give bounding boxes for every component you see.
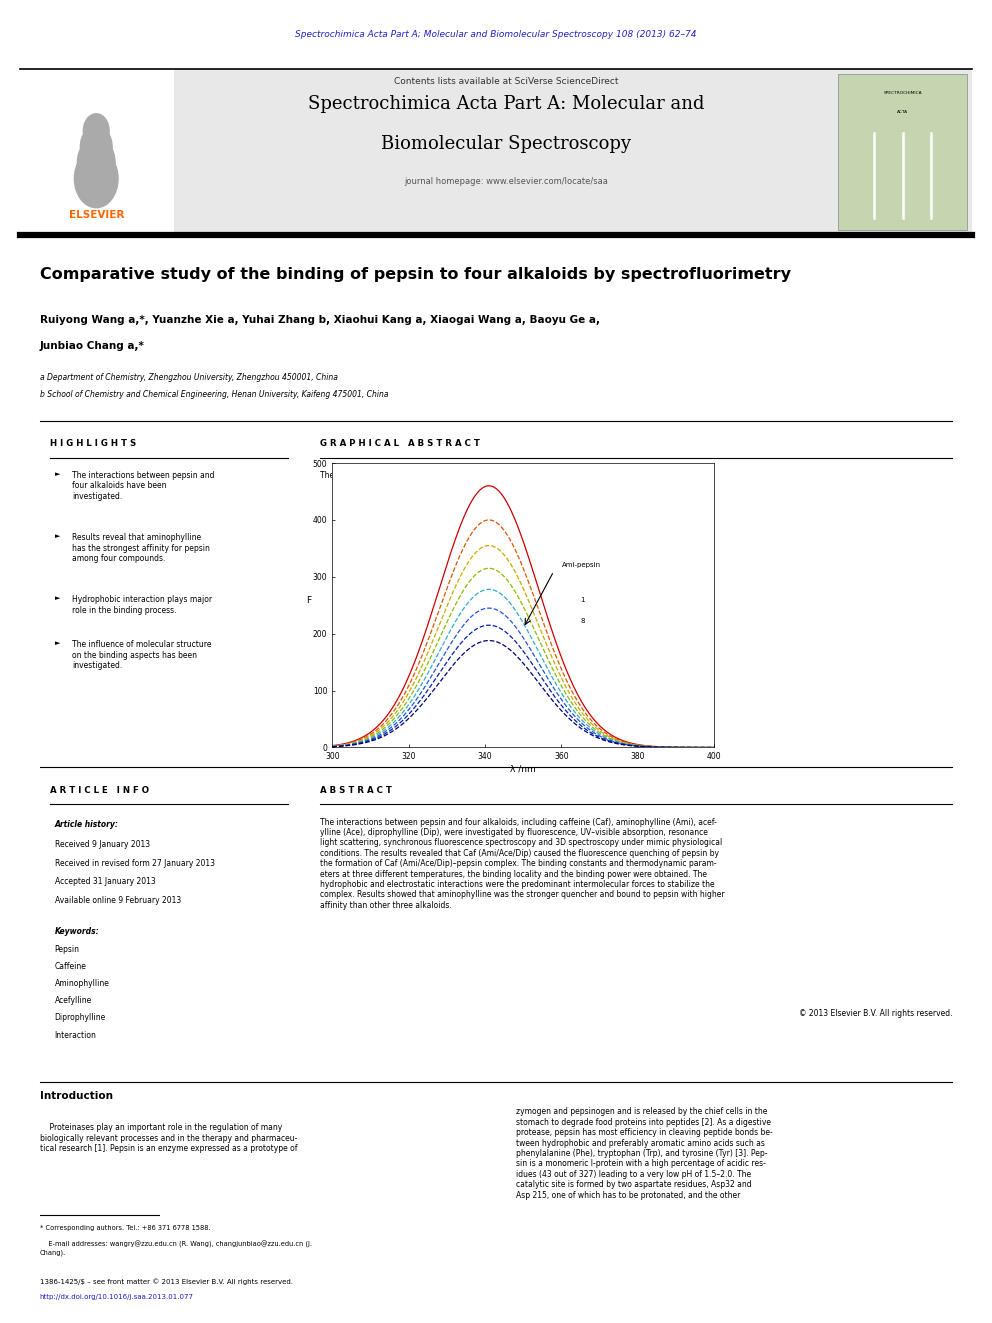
- Circle shape: [80, 126, 112, 168]
- Text: The synchronous fluorescence spectra of pepsin in the absence and presence of am: The synchronous fluorescence spectra of …: [320, 471, 710, 480]
- Text: Junbiao Chang a,*: Junbiao Chang a,*: [40, 341, 145, 352]
- Text: Interaction: Interaction: [55, 1031, 96, 1040]
- Text: ►: ►: [55, 640, 60, 647]
- Text: Article history:: Article history:: [55, 820, 118, 830]
- Text: Accepted 31 January 2013: Accepted 31 January 2013: [55, 877, 156, 886]
- Text: SPECTROCHIMICA: SPECTROCHIMICA: [884, 91, 922, 95]
- Text: The interactions between pepsin and four alkaloids, including caffeine (Caf), am: The interactions between pepsin and four…: [320, 818, 725, 910]
- Text: Results reveal that aminophylline
has the strongest affinity for pepsin
among fo: Results reveal that aminophylline has th…: [72, 533, 210, 564]
- Text: http://dx.doi.org/10.1016/j.saa.2013.01.077: http://dx.doi.org/10.1016/j.saa.2013.01.…: [40, 1294, 193, 1301]
- Text: Hydrophobic interaction plays major
role in the binding process.: Hydrophobic interaction plays major role…: [72, 595, 212, 615]
- Text: Acefylline: Acefylline: [55, 996, 92, 1005]
- Text: Pepsin: Pepsin: [55, 945, 79, 954]
- Text: A B S T R A C T: A B S T R A C T: [320, 786, 392, 795]
- Text: a Department of Chemistry, Zhengzhou University, Zhengzhou 450001, China: a Department of Chemistry, Zhengzhou Uni…: [40, 373, 337, 382]
- Text: journal homepage: www.elsevier.com/locate/saa: journal homepage: www.elsevier.com/locat…: [404, 177, 608, 187]
- Text: ►: ►: [55, 533, 60, 540]
- Text: ►: ►: [55, 595, 60, 602]
- X-axis label: λ /nm: λ /nm: [511, 765, 536, 773]
- Circle shape: [77, 138, 115, 188]
- Text: b School of Chemistry and Chemical Engineering, Henan University, Kaifeng 475001: b School of Chemistry and Chemical Engin…: [40, 390, 388, 400]
- Text: The interactions between pepsin and
four alkaloids have been
investigated.: The interactions between pepsin and four…: [72, 471, 215, 501]
- Text: Aminophylline: Aminophylline: [55, 979, 109, 988]
- Text: The influence of molecular structure
on the binding aspects has been
investigate: The influence of molecular structure on …: [72, 640, 212, 671]
- Text: Comparative study of the binding of pepsin to four alkaloids by spectrofluorimet: Comparative study of the binding of peps…: [40, 267, 791, 282]
- Text: E-mail addresses: wangry@zzu.edu.cn (R. Wang), changjunbiao@zzu.edu.cn (J.
Chang: E-mail addresses: wangry@zzu.edu.cn (R. …: [40, 1241, 311, 1256]
- Text: Proteinases play an important role in the regulation of many
biologically releva: Proteinases play an important role in th…: [40, 1123, 298, 1154]
- Text: * Corresponding authors. Tel.: +86 371 6778 1588.: * Corresponding authors. Tel.: +86 371 6…: [40, 1225, 210, 1232]
- Text: Keywords:: Keywords:: [55, 927, 99, 937]
- Bar: [20, 69, 972, 235]
- Text: Introduction: Introduction: [40, 1091, 113, 1102]
- Text: Spectrochimica Acta Part A; Molecular and Biomolecular Spectroscopy 108 (2013) 6: Spectrochimica Acta Part A; Molecular an…: [296, 30, 696, 40]
- Text: Ruiyong Wang a,*, Yuanzhe Xie a, Yuhai Zhang b, Xiaohui Kang a, Xiaogai Wang a, : Ruiyong Wang a,*, Yuanzhe Xie a, Yuhai Z…: [40, 315, 600, 325]
- Text: Received 9 January 2013: Received 9 January 2013: [55, 840, 150, 849]
- Text: Contents lists available at SciVerse ScienceDirect: Contents lists available at SciVerse Sci…: [394, 77, 618, 86]
- Text: Diprophylline: Diprophylline: [55, 1013, 106, 1023]
- Y-axis label: F: F: [307, 597, 311, 606]
- Text: Caffeine: Caffeine: [55, 962, 86, 971]
- Text: © 2013 Elsevier B.V. All rights reserved.: © 2013 Elsevier B.V. All rights reserved…: [799, 1009, 952, 1019]
- Text: zymogen and pepsinogen and is released by the chief cells in the
stomach to degr: zymogen and pepsinogen and is released b…: [516, 1107, 773, 1200]
- Text: 1: 1: [580, 598, 585, 603]
- Text: Biomolecular Spectroscopy: Biomolecular Spectroscopy: [381, 135, 631, 153]
- Text: Received in revised form 27 January 2013: Received in revised form 27 January 2013: [55, 859, 214, 868]
- Text: H I G H L I G H T S: H I G H L I G H T S: [50, 439, 136, 448]
- Text: 1386-1425/$ – see front matter © 2013 Elsevier B.V. All rights reserved.: 1386-1425/$ – see front matter © 2013 El…: [40, 1278, 293, 1285]
- Text: Ami-pepsin: Ami-pepsin: [561, 561, 600, 568]
- Text: ACTA: ACTA: [897, 110, 909, 114]
- Text: 8: 8: [580, 618, 585, 624]
- Circle shape: [74, 149, 118, 208]
- Bar: [20, 69, 174, 235]
- Text: G R A P H I C A L   A B S T R A C T: G R A P H I C A L A B S T R A C T: [320, 439, 480, 448]
- Text: ►: ►: [55, 471, 60, 478]
- Text: A R T I C L E   I N F O: A R T I C L E I N F O: [50, 786, 149, 795]
- Bar: [838, 74, 967, 230]
- Text: ELSEVIER: ELSEVIER: [68, 209, 124, 220]
- Circle shape: [83, 114, 109, 148]
- Text: Available online 9 February 2013: Available online 9 February 2013: [55, 896, 181, 905]
- Text: Spectrochimica Acta Part A: Molecular and: Spectrochimica Acta Part A: Molecular an…: [308, 95, 704, 114]
